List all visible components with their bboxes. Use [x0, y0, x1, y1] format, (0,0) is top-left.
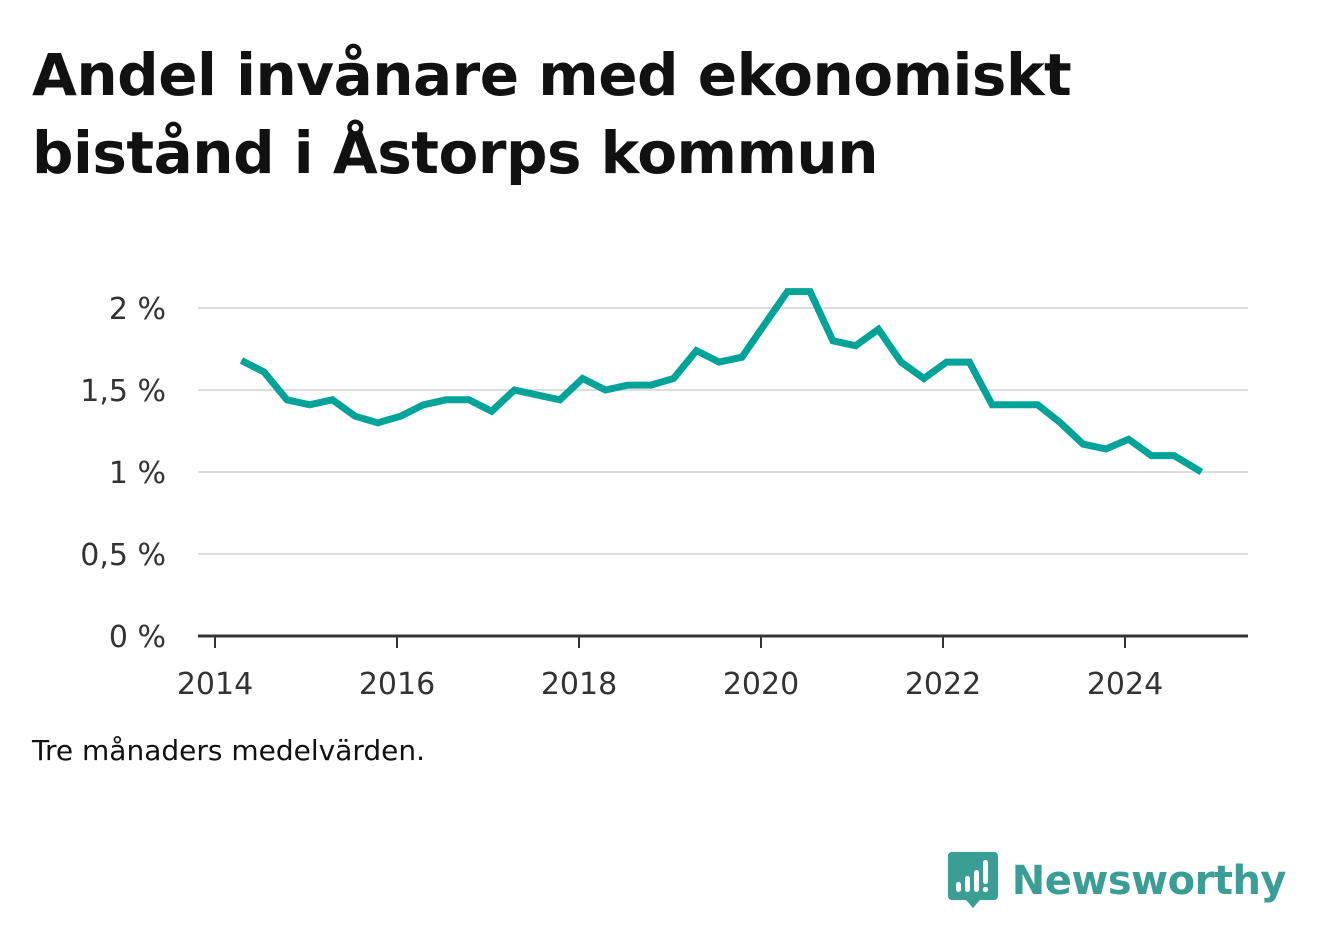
data-series	[239, 288, 1204, 476]
line-chart: 0 % 0,5 % 1 % 1,5 % 2 % 2014 2016 2018 2020 2022…	[80, 288, 1248, 700]
y-tick-label: 1,5 %	[80, 374, 166, 409]
y-tick-label: 2 %	[109, 292, 166, 327]
chart-title: Andel invånare med ekonomiskt bistånd i …	[32, 41, 1072, 187]
y-tick-labels: 0 % 0,5 % 1 % 1,5 % 2 %	[80, 292, 166, 655]
x-tick-label: 2024	[1087, 667, 1163, 700]
x-tick-label: 2016	[359, 667, 435, 700]
chart-note: Tre månaders medelvärden.	[32, 734, 426, 767]
bar-chart-speech-bubble-icon	[947, 852, 998, 908]
y-tick-label: 1 %	[109, 456, 166, 491]
x-tick-label: 2022	[905, 667, 981, 700]
y-tick-label: 0,5 %	[80, 538, 166, 573]
brand-logo: Newsworthy	[947, 852, 1287, 910]
y-tick-label: 0 %	[109, 620, 166, 655]
series-line	[239, 288, 1204, 476]
x-tick-labels: 2014 2016 2018 2020 2022 2024	[177, 667, 1163, 700]
x-tick-label: 2018	[541, 667, 617, 700]
x-tick-label: 2014	[177, 667, 253, 700]
brand-name: Newsworthy	[1011, 858, 1287, 904]
x-tick-label: 2020	[723, 667, 799, 700]
x-ticks	[214, 636, 1126, 648]
grid-lines	[198, 307, 1248, 555]
